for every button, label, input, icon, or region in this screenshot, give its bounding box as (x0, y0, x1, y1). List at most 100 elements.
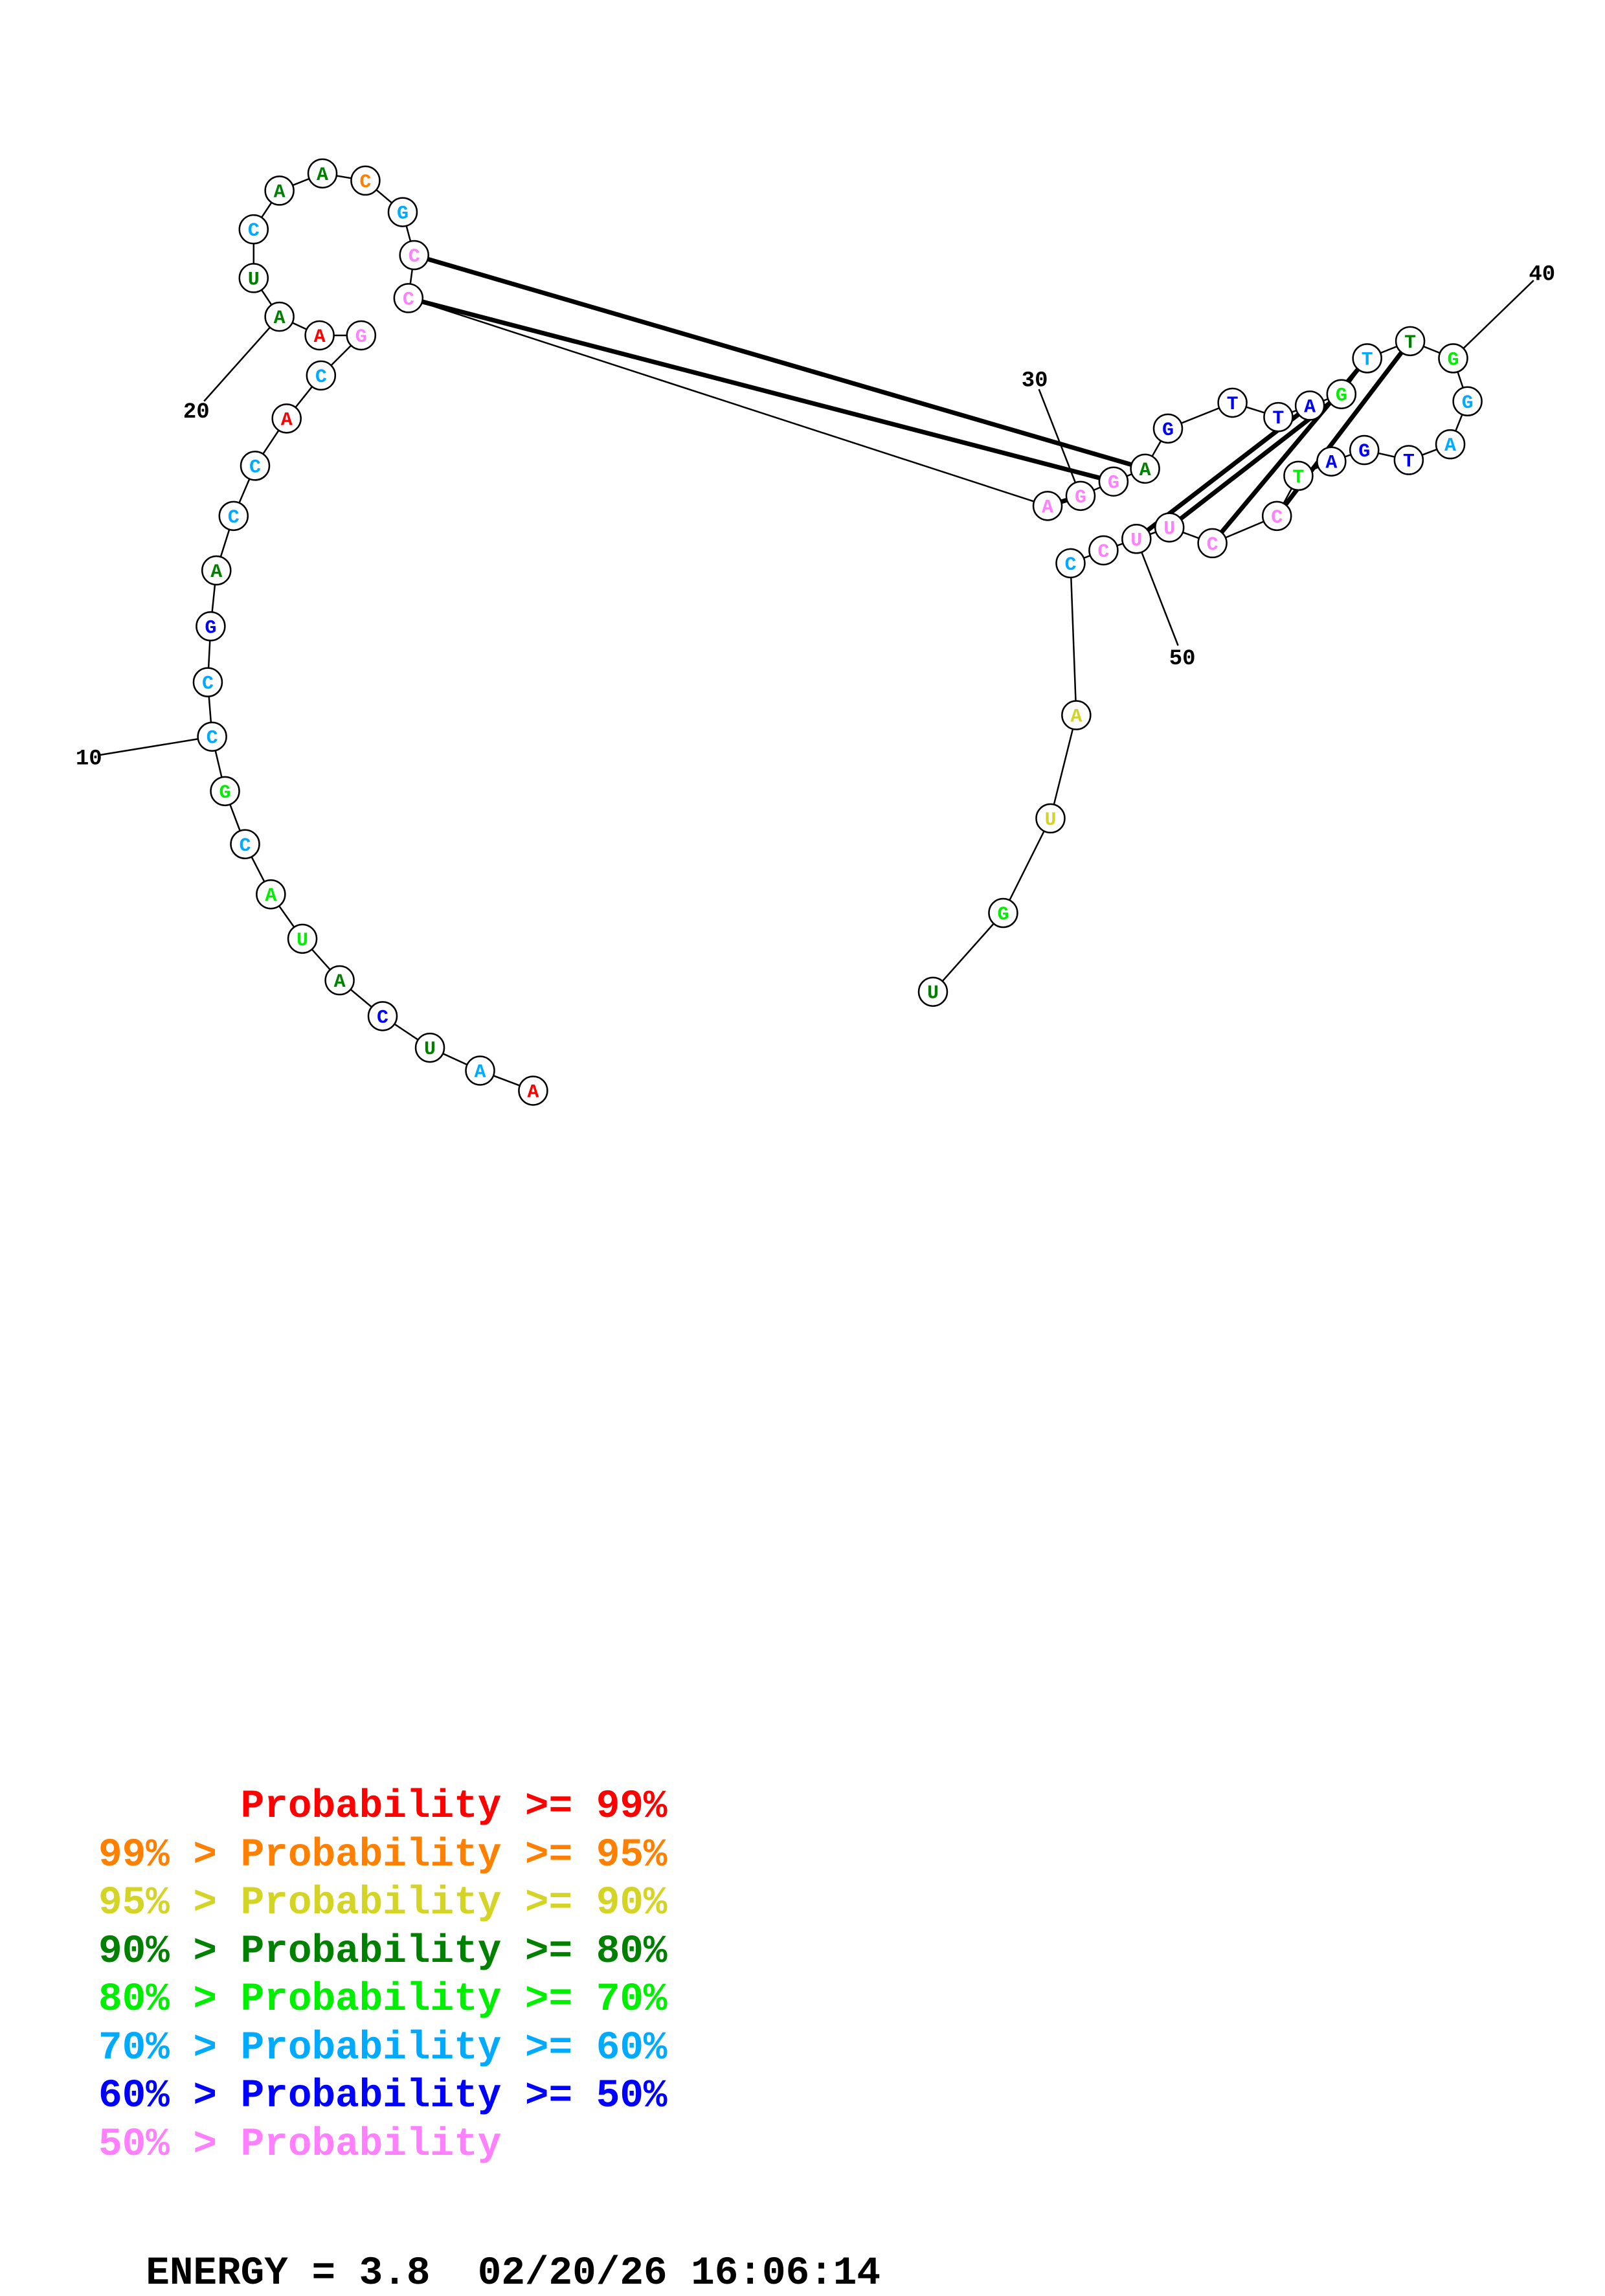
nucleotide-letter: T (1292, 467, 1304, 489)
nucleotide-letter: U (1044, 809, 1056, 831)
nucleotide-circle (264, 301, 295, 332)
legend-entry: 50% > Probability (98, 2122, 502, 2167)
nucleotide-circle (201, 555, 232, 586)
legend-entry: 80% > Probability >= 70% (98, 1977, 668, 2022)
nucleotide-letter: C (409, 246, 420, 268)
nucleotide-circle (1032, 491, 1063, 521)
nucleotide-letter: A (265, 885, 276, 907)
backbone-segment (408, 297, 1048, 507)
nucleotide: U (1121, 524, 1152, 554)
nucleotide-letter: A (314, 326, 326, 348)
nucleotide-letter: C (202, 673, 214, 695)
nucleotide: A (307, 158, 338, 189)
nucleotide-circle (1261, 501, 1292, 532)
nucleotide-letter: C (1271, 507, 1283, 529)
legend-entry: 95% > Probability >= 90% (98, 1881, 668, 1926)
nucleotide-circle (1088, 535, 1119, 566)
position-label: 40 (1529, 263, 1555, 287)
nucleotide: G (1065, 480, 1096, 512)
nucleotide-letter: U (297, 930, 308, 952)
nucleotide: U (1035, 803, 1066, 834)
nucleotide-letter: G (1075, 487, 1086, 509)
nucleotide-letter: G (1447, 349, 1459, 371)
nucleotide-circle (1263, 401, 1294, 433)
legend-entry: 99% > Probability >= 95% (98, 1832, 668, 1878)
nucleotide: G (1326, 379, 1357, 409)
nucleotide-circle (238, 214, 269, 245)
nucleotide: A (201, 555, 232, 586)
nucleotide: T (1217, 387, 1248, 418)
nucleotide-letter: U (1130, 530, 1142, 552)
nucleotide-letter: A (210, 561, 222, 583)
nucleotide: C (218, 501, 249, 532)
nucleotide: G (387, 197, 418, 227)
nucleotide: C (367, 1001, 398, 1031)
nucleotide-circle (1326, 379, 1357, 409)
nucleotide: C (393, 283, 424, 313)
nucleotide-letter: A (281, 409, 293, 431)
nucleotide: T (1393, 445, 1424, 475)
position-label: 20 (183, 400, 210, 425)
nucleotide-circle (238, 263, 269, 293)
timestamp: 02/20/26 16:06:14 (477, 2251, 881, 2296)
nucleotide-letter: C (1207, 534, 1218, 556)
nucleotide-circle (256, 879, 286, 910)
nucleotide: U (1154, 512, 1185, 543)
nucleotide: C (306, 360, 337, 391)
nucleotide-letter: G (1358, 441, 1370, 463)
nucleotide-circle (1152, 413, 1184, 444)
nucleotide-letter: A (527, 1081, 539, 1103)
nucleotide: G (988, 897, 1018, 929)
nucleotide: A (1032, 491, 1063, 521)
nucleotide-letter: A (475, 1061, 486, 1083)
nucleotide-circle (414, 1032, 445, 1063)
nucleotide-circle (1393, 445, 1424, 475)
nucleotide-circle (518, 1075, 548, 1106)
nucleotide-letter: C (377, 1007, 388, 1029)
nucleotide-circle (324, 965, 355, 996)
nucleotide: C (238, 214, 269, 245)
nucleotide-circle (264, 175, 295, 206)
nucleotide-letter: A (274, 181, 286, 203)
nucleotide-circle (393, 283, 424, 313)
nucleotide-letter: U (927, 983, 939, 1005)
nucleotide-letter: A (1304, 396, 1316, 418)
position-label: 10 (76, 747, 102, 772)
nucleotide-circle (210, 776, 240, 807)
nucleotide: A (1061, 700, 1092, 730)
nucleotide-circle (1294, 390, 1325, 421)
nucleotide-letter: C (1097, 541, 1109, 563)
nucleotide-circle (287, 923, 318, 954)
nucleotide: T (1352, 343, 1382, 374)
nucleotide-circle (1098, 466, 1129, 497)
base-pair-bond (427, 256, 1132, 467)
legend-entry: Probability >= 99% (98, 1784, 668, 1829)
nucleotide: G (1438, 343, 1468, 374)
nucleotide-letter: C (228, 507, 240, 529)
position-tick (1141, 552, 1179, 646)
nucleotide-letter: U (424, 1039, 436, 1061)
nucleotide: A (256, 879, 286, 910)
nucleotide: G (1349, 434, 1380, 466)
nucleotide-circle (1055, 548, 1086, 579)
nucleotide-letter: U (248, 269, 260, 291)
nucleotide-circle (988, 897, 1018, 929)
nucleotide-letter: A (274, 308, 286, 330)
nucleotide-circle (465, 1055, 495, 1086)
nucleotide-letter: C (207, 728, 218, 750)
nucleotide-letter: C (240, 835, 251, 857)
nucleotide-letter: T (1227, 394, 1239, 416)
nucleotide: C (1197, 528, 1228, 559)
position-tick (100, 738, 199, 756)
position-tick (203, 326, 271, 402)
nucleotide-circle (1438, 343, 1468, 374)
nucleotide: U (414, 1032, 445, 1063)
nucleotide: A (264, 175, 295, 206)
nucleotide-circle (399, 240, 429, 271)
nucleotide-circle (1452, 386, 1483, 417)
nucleotide-letter: T (1404, 332, 1416, 354)
nucleotide-letter: G (355, 326, 367, 348)
nucleotide-letter: T (1362, 349, 1373, 371)
nucleotide: G (1152, 413, 1184, 444)
